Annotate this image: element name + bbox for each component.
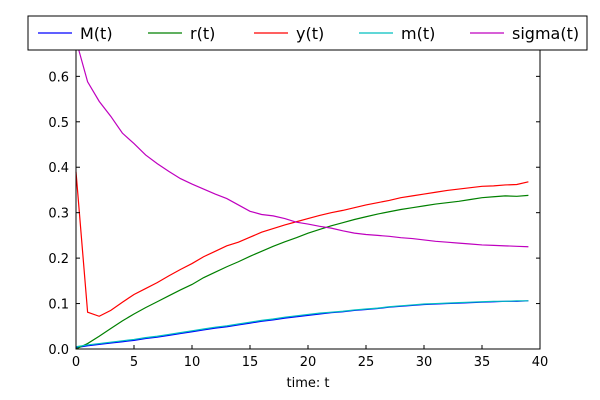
x-tick-label: 10 — [184, 355, 201, 370]
legend-label-3: m(t) — [401, 24, 435, 43]
x-tick-label: 20 — [300, 355, 317, 370]
x-tick-label: 40 — [532, 355, 549, 370]
legend-label-4: sigma(t) — [512, 24, 579, 43]
y-tick-label: 0.5 — [48, 116, 69, 131]
legend-label-2: y(t) — [296, 24, 324, 43]
x-axis-label: time: t — [287, 376, 330, 391]
legend: M(t) r(t) y(t) m(t) sigma(t) — [27, 15, 588, 51]
x-tick-label: 35 — [474, 355, 491, 370]
y-tick-label: 0.3 — [48, 207, 69, 222]
y-tick-label: 0.2 — [48, 252, 69, 267]
x-tick-label: 0 — [72, 355, 80, 370]
x-tick-label: 30 — [416, 355, 433, 370]
series-line-2 — [75, 171, 529, 317]
y-tick-label: 0.4 — [48, 161, 69, 176]
series-line-3 — [75, 300, 529, 348]
y-tick-label: 0.0 — [48, 343, 69, 358]
series-line-4 — [75, 39, 529, 248]
y-tick-label: 0.6 — [48, 70, 69, 85]
series-line-1 — [75, 194, 529, 350]
axis-ticks: 0 5 10 15 20 25 30 35 40 0.0 0.1 0.2 0.3 0.4 0.5 0.6 — [48, 40, 548, 370]
x-tick-label: 25 — [358, 355, 375, 370]
y-tick-label: 0.1 — [48, 298, 69, 313]
legend-label-0: M(t) — [80, 24, 113, 43]
x-tick-label: 15 — [242, 355, 259, 370]
x-tick-label: 5 — [130, 355, 138, 370]
legend-label-1: r(t) — [190, 24, 215, 43]
series-lines — [75, 39, 529, 350]
